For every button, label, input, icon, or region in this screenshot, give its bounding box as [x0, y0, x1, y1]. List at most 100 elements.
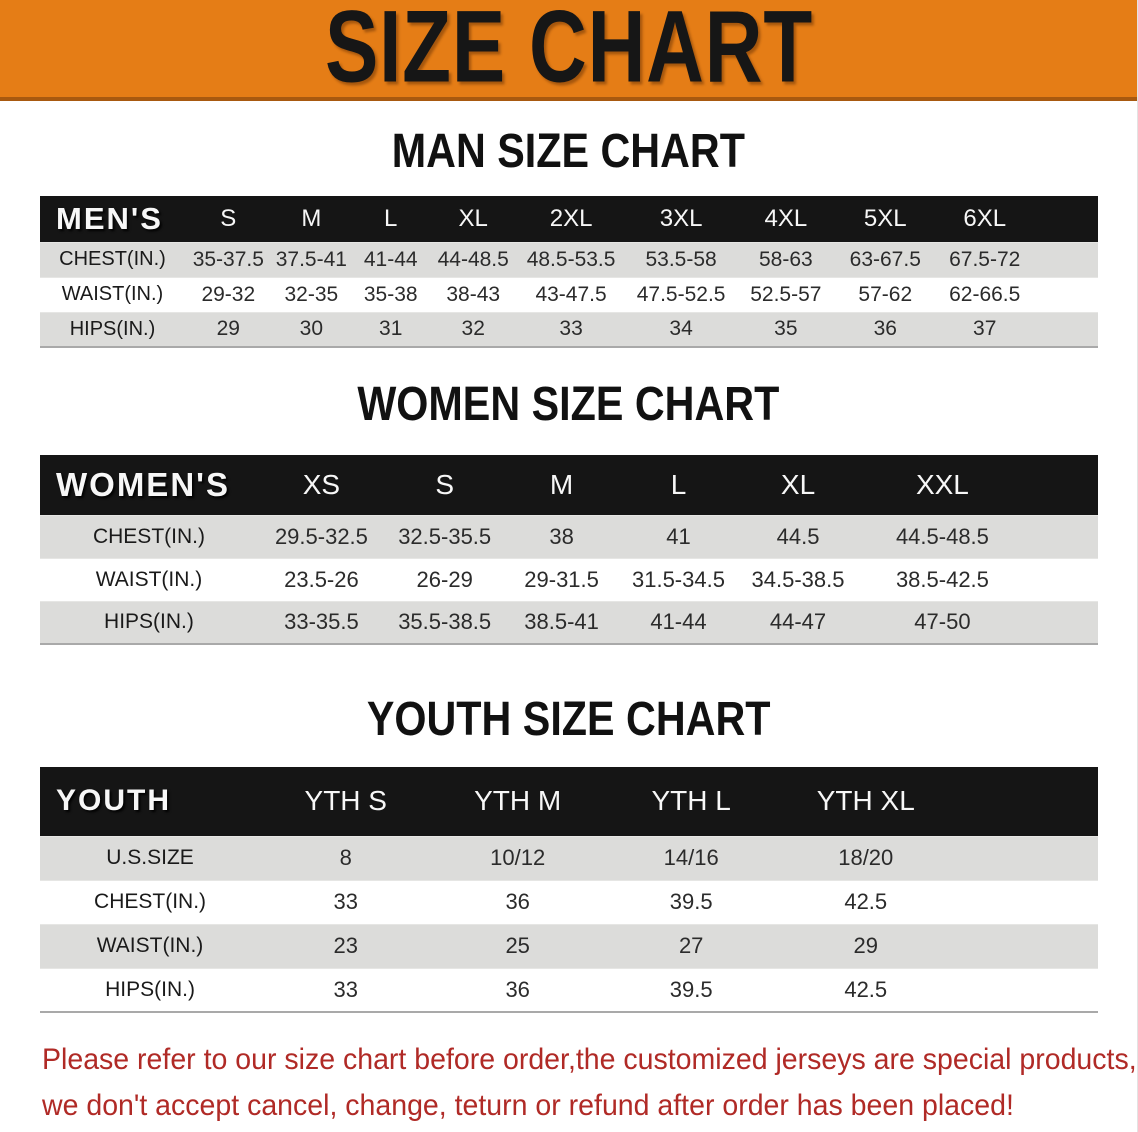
size-value-cell: 38.5-41 — [524, 609, 599, 635]
row-label: WAIST(IN.) — [95, 567, 203, 591]
disclaimer-line-2: we don't accept cancel, change, teturn o… — [42, 1089, 1014, 1122]
size-value-cell: 14/16 — [663, 845, 719, 870]
size-value-cell: 8 — [339, 845, 352, 870]
size-value-cell: 67.5-72 — [949, 247, 1021, 271]
women-section-heading: WOMEN SIZE CHART — [357, 378, 780, 431]
size-column-header: XS — [302, 468, 341, 500]
women-size-table: WOMEN'S XS S M L XL XXL CHEST(IN.) 29.5-32.5 32.… — [40, 455, 1098, 645]
men-size-table: MEN'S S M L XL 2XL 3XL 4XL 5XL 6XL CHEST(IN.) 35-3… — [40, 196, 1098, 348]
filler-cell — [1034, 242, 1098, 277]
filler-cell — [953, 968, 1098, 1012]
size-value-cell: 29 — [216, 317, 240, 341]
size-value-cell: 44-47 — [769, 609, 827, 635]
size-value-cell: 34.5-38.5 — [751, 566, 845, 592]
size-value-cell: 35.5-38.5 — [398, 609, 492, 635]
youth-size-section: YOUTH SIZE CHART YOUTH YTH S YTH M YTH L YTH… — [0, 696, 1137, 1013]
size-value-cell: 32 — [461, 317, 485, 341]
size-value-cell: 48.5-53.5 — [526, 247, 616, 271]
size-value-cell: 58-63 — [758, 247, 813, 271]
size-column-header: L — [670, 468, 687, 500]
filler-cell — [1027, 455, 1098, 515]
size-column-header: S — [220, 204, 237, 232]
measurement-row: U.S.SIZE 8 10/12 14/16 18/20 — [40, 836, 1098, 880]
size-value-cell: 57-62 — [858, 282, 913, 306]
filler-cell — [1034, 277, 1098, 312]
size-value-cell: 10/12 — [490, 845, 546, 870]
size-value-cell: 44.5 — [776, 523, 820, 549]
size-value-cell: 62-66.5 — [949, 282, 1021, 306]
size-value-cell: 33-35.5 — [284, 609, 359, 635]
size-value-cell: 32.5-35.5 — [398, 523, 492, 549]
size-value-cell: 34 — [669, 317, 693, 341]
size-value-cell: 29 — [853, 933, 878, 958]
size-value-cell: 42.5 — [844, 976, 888, 1002]
size-chart-banner: SIZE CHART — [0, 0, 1137, 101]
row-label: U.S.SIZE — [106, 846, 194, 869]
size-header-row: WOMEN'S XS S M L XL XXL — [40, 455, 1098, 515]
size-column-header: YTH XL — [816, 785, 915, 817]
size-value-cell: 33 — [333, 889, 358, 914]
measurement-row: HIPS(IN.) 29 30 31 32 33 34 35 36 37 — [40, 312, 1098, 347]
filler-cell — [1027, 558, 1098, 601]
size-column-header: YTH L — [651, 785, 731, 817]
size-column-header: 3XL — [659, 204, 703, 232]
row-label: WAIST(IN.) — [61, 283, 164, 305]
size-column-header: YTH M — [474, 785, 562, 817]
filler-cell — [1027, 601, 1098, 644]
row-label: CHEST(IN.) — [59, 248, 166, 270]
size-value-cell: 31 — [379, 317, 403, 341]
size-value-cell: 35-38 — [363, 282, 418, 306]
size-column-header: XXL — [915, 468, 969, 500]
table-corner-label: YOUTH — [56, 784, 171, 818]
size-value-cell: 47.5-52.5 — [636, 282, 726, 306]
measurement-row: HIPS(IN.) 33-35.5 35.5-38.5 38.5-41 41-44 44-… — [40, 601, 1098, 644]
size-column-header: S — [435, 468, 455, 500]
size-column-header: XL — [458, 204, 488, 232]
size-column-header: 6XL — [963, 204, 1007, 232]
youth-section-heading: YOUTH SIZE CHART — [366, 693, 771, 746]
size-value-cell: 36 — [873, 317, 897, 341]
size-value-cell: 26-29 — [416, 566, 473, 592]
measurement-row: WAIST(IN.) 23.5-26 26-29 29-31.5 31.5-34.5 34… — [40, 558, 1098, 601]
filler-cell — [1034, 312, 1098, 347]
size-column-header: L — [384, 204, 398, 232]
size-header-row: YOUTH YTH S YTH M YTH L YTH XL — [40, 767, 1098, 836]
size-column-header: M — [549, 468, 574, 500]
size-column-header: 2XL — [549, 204, 593, 232]
size-value-cell: 29-32 — [201, 282, 256, 306]
size-value-cell: 42.5 — [844, 889, 888, 914]
size-value-cell: 35-37.5 — [192, 247, 264, 271]
size-value-cell: 47-50 — [914, 609, 971, 635]
size-value-cell: 52.5-57 — [750, 282, 822, 306]
size-value-cell: 44.5-48.5 — [895, 523, 989, 549]
size-value-cell: 23 — [333, 933, 358, 958]
size-value-cell: 44-48.5 — [437, 247, 509, 271]
measurement-row: CHEST(IN.) 33 36 39.5 42.5 — [40, 880, 1098, 924]
size-value-cell: 38.5-42.5 — [895, 566, 989, 592]
women-size-section: WOMEN SIZE CHART WOMEN'S XS S M L XL XXL CHEST… — [0, 381, 1137, 645]
size-value-cell: 38 — [549, 523, 574, 549]
row-label: HIPS(IN.) — [69, 317, 156, 340]
size-value-cell: 18/20 — [838, 845, 894, 870]
size-value-cell: 37 — [973, 317, 997, 341]
size-value-cell: 36 — [505, 976, 530, 1002]
size-column-header: 5XL — [863, 204, 907, 232]
size-value-cell: 39.5 — [669, 976, 713, 1002]
filler-cell — [953, 836, 1098, 880]
size-value-cell: 23.5-26 — [284, 566, 359, 592]
size-value-cell: 41-44 — [363, 247, 418, 271]
measurement-row: CHEST(IN.) 29.5-32.5 32.5-35.5 38 41 44.5 44.5… — [40, 515, 1098, 558]
size-value-cell: 31.5-34.5 — [631, 566, 725, 592]
size-value-cell: 36 — [505, 889, 530, 914]
men-size-section: MAN SIZE CHART MEN'S S M L XL 2XL 3XL 4XL 5XL 6XL… — [0, 128, 1137, 348]
size-value-cell: 33 — [559, 317, 583, 341]
size-column-header: XL — [780, 468, 816, 500]
row-label: HIPS(IN.) — [105, 977, 195, 1001]
row-label: CHEST(IN.) — [94, 890, 207, 913]
size-value-cell: 29-31.5 — [524, 566, 599, 592]
size-value-cell: 30 — [299, 317, 324, 341]
men-section-heading: MAN SIZE CHART — [391, 125, 746, 178]
measurement-row: HIPS(IN.) 33 36 39.5 42.5 — [40, 968, 1098, 1012]
measurement-row: CHEST(IN.) 35-37.5 37.5-41 41-44 44-48.5 48.5… — [40, 242, 1098, 277]
filler-cell — [953, 880, 1098, 924]
